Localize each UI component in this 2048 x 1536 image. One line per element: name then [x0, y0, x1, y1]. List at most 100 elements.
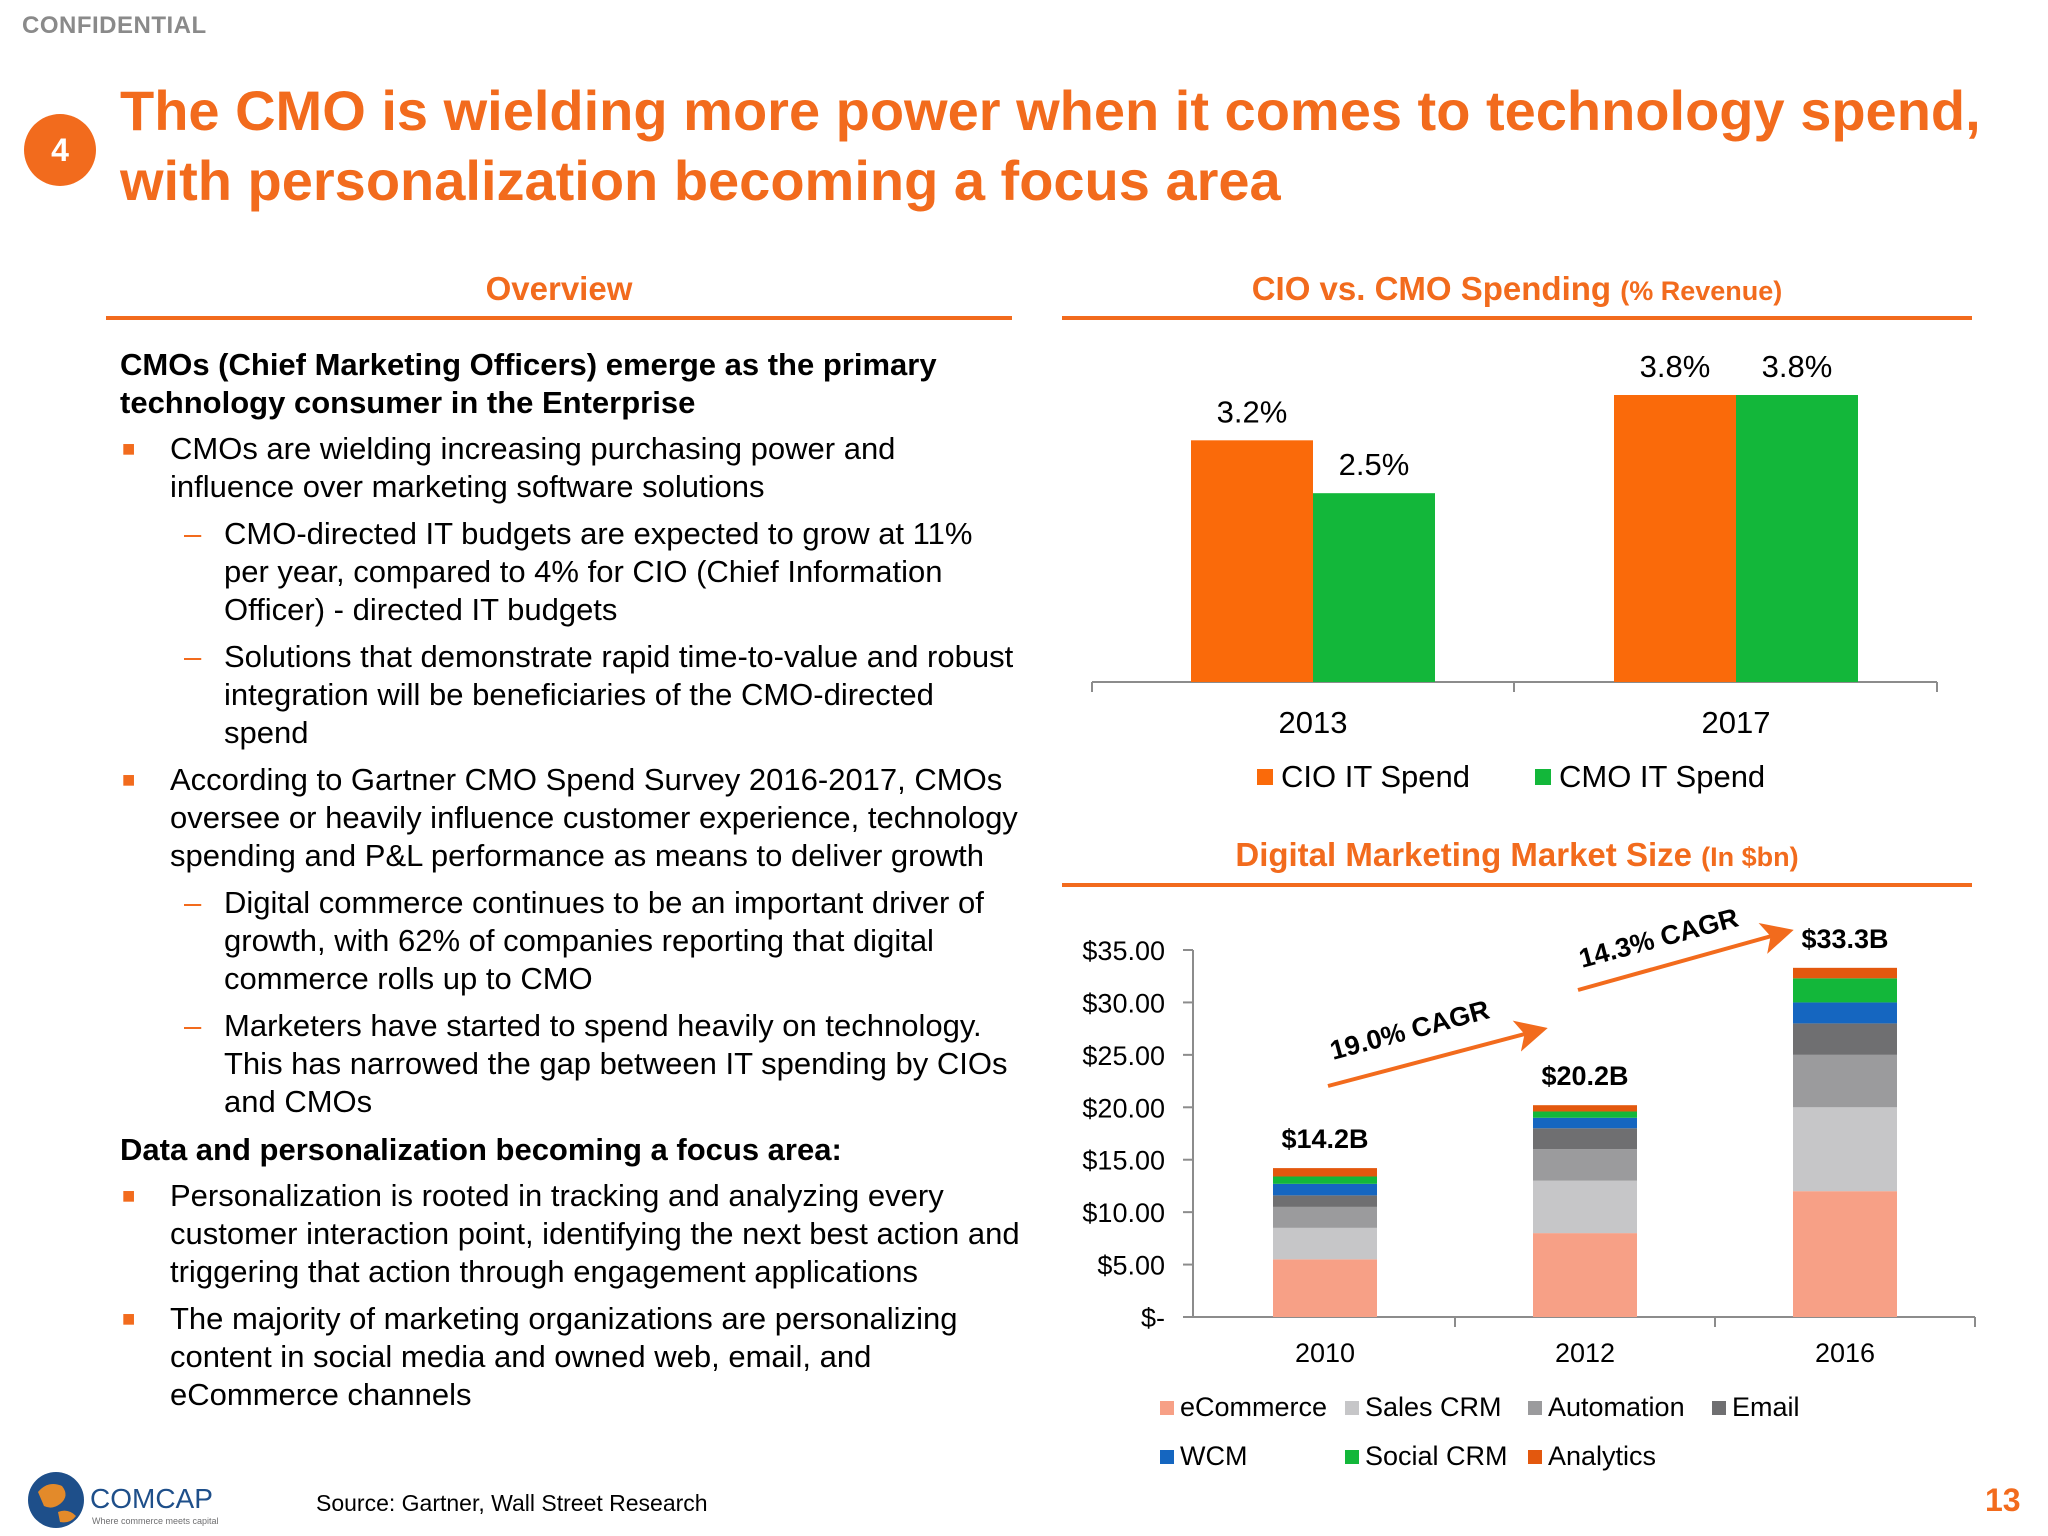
bullet-text: Personalization is rooted in tracking an…: [170, 1178, 1020, 1289]
sub-bullet-item: – CMO-directed IT budgets are expected t…: [120, 515, 1020, 629]
bar-ecommerce-2012: [1533, 1233, 1637, 1317]
legend-label: Social CRM: [1365, 1441, 1508, 1471]
x-tick-label: 2017: [1702, 705, 1771, 740]
legend-swatch: [1528, 1450, 1542, 1464]
legend-label: CMO IT Spend: [1559, 759, 1765, 794]
bar-automation-2016: [1793, 1054, 1897, 1108]
bar-social-crm-2010: [1273, 1176, 1377, 1184]
bar-wcm-2012: [1533, 1117, 1637, 1129]
y-tick-label: $10.00: [1082, 1198, 1165, 1228]
bar-ecommerce-2016: [1793, 1191, 1897, 1317]
data-label: 2.5%: [1339, 447, 1410, 482]
section-title-cmo: CMOs (Chief Marketing Officers) emerge a…: [120, 347, 937, 420]
page-title: The CMO is wielding more power when it c…: [120, 79, 1981, 212]
data-label: 3.8%: [1640, 349, 1711, 384]
square-bullet-icon: ■: [122, 1183, 136, 1208]
bar-automation-2010: [1273, 1206, 1377, 1228]
comcap-logo: COMCAP Where commerce meets capital: [28, 1472, 219, 1528]
slide-number-badge: 4: [24, 114, 96, 186]
square-bullet-icon: ■: [122, 767, 136, 792]
confidential-label: CONFIDENTIAL: [22, 12, 207, 39]
overview-body: CMOs (Chief Marketing Officers) emerge a…: [120, 346, 1020, 1423]
market-size-chart: $- $5.00 $10.00 $15.00 $20.00 $25.00 $30.00 $35…: [1082, 902, 1976, 1471]
legend-label: Analytics: [1548, 1441, 1656, 1471]
dash-bullet-icon: –: [184, 1008, 202, 1043]
legend-label: CIO IT Spend: [1281, 759, 1470, 794]
bar-automation-2012: [1533, 1149, 1637, 1181]
total-label: $20.2B: [1541, 1061, 1628, 1091]
y-tick-label: $30.00: [1082, 988, 1165, 1018]
bar-wcm-2016: [1793, 1002, 1897, 1024]
legend-swatch: [1257, 769, 1273, 785]
y-tick-label: $5.00: [1097, 1251, 1165, 1281]
logo-text: COMCAP: [90, 1483, 213, 1514]
total-label: $33.3B: [1801, 924, 1888, 954]
legend-swatch: [1345, 1450, 1359, 1464]
sub-bullet-text: Digital commerce continues to be an impo…: [224, 885, 984, 996]
bullet-text: CMOs are wielding increasing purchasing …: [170, 431, 896, 504]
x-tick-label: 2012: [1555, 1338, 1615, 1368]
bar-cmo-it-spend-2017: [1736, 395, 1858, 682]
dash-bullet-icon: –: [184, 516, 202, 551]
bar-wcm-2010: [1273, 1183, 1377, 1196]
y-tick-label: $-: [1141, 1303, 1165, 1333]
bar-analytics-2012: [1533, 1105, 1637, 1112]
cio-cmo-spending-chart: 3.2% 2.5% 2013 3.8% 3.8% 2017 CIO IT Spend CMO …: [1091, 349, 1938, 794]
sub-bullet-item: – Marketers have started to spend heavil…: [120, 1007, 1020, 1121]
chart1-unit: (% Revenue): [1620, 276, 1783, 306]
x-tick-label: 2010: [1295, 1338, 1355, 1368]
sub-bullet-item: – Solutions that demonstrate rapid time-…: [120, 638, 1020, 752]
legend-swatch: [1528, 1401, 1542, 1415]
bullet-item: ■ CMOs are wielding increasing purchasin…: [120, 430, 1020, 506]
bar-cmo-it-spend-2013: [1313, 493, 1435, 682]
bar-ecommerce-2010: [1273, 1259, 1377, 1317]
logo-tagline: Where commerce meets capital: [92, 1516, 219, 1526]
bar-social-crm-2016: [1793, 978, 1897, 1003]
bar-social-crm-2012: [1533, 1111, 1637, 1118]
sub-bullet-item: – Digital commerce continues to be an im…: [120, 884, 1020, 998]
square-bullet-icon: ■: [122, 436, 136, 461]
bar-cio-it-spend-2013: [1191, 440, 1313, 682]
bullet-item: ■ The majority of marketing organization…: [120, 1300, 1020, 1414]
overview-heading: Overview: [485, 270, 633, 307]
y-tick-label: $25.00: [1082, 1041, 1165, 1071]
bullet-text: According to Gartner CMO Spend Survey 20…: [170, 762, 1018, 873]
legend-swatch: [1712, 1401, 1726, 1415]
bar-analytics-2010: [1273, 1168, 1377, 1177]
bar-sales-crm-2010: [1273, 1227, 1377, 1260]
square-bullet-icon: ■: [122, 1306, 136, 1331]
cagr-label: 14.3% CAGR: [1576, 902, 1742, 973]
bullet-item: ■ According to Gartner CMO Spend Survey …: [120, 761, 1020, 875]
section-title-personalization: Data and personalization becoming a focu…: [120, 1132, 842, 1167]
legend-label: WCM: [1180, 1441, 1247, 1471]
y-tick-label: $20.00: [1082, 1093, 1165, 1123]
page-number: 13: [1985, 1482, 2021, 1518]
chart1-heading: CIO vs. CMO Spending (% Revenue): [1062, 270, 1972, 308]
chart2-rule: [1062, 883, 1972, 887]
data-label: 3.2%: [1217, 394, 1288, 429]
legend-label: Sales CRM: [1365, 1392, 1502, 1422]
legend-swatch: [1160, 1450, 1174, 1464]
bar-sales-crm-2016: [1793, 1107, 1897, 1192]
chart2-unit: (In $bn): [1701, 842, 1799, 872]
x-tick-label: 2016: [1815, 1338, 1875, 1368]
bar-analytics-2016: [1793, 967, 1897, 979]
x-tick-label: 2013: [1279, 705, 1348, 740]
bar-email-2010: [1273, 1195, 1377, 1207]
sub-bullet-text: CMO-directed IT budgets are expected to …: [224, 516, 973, 627]
legend-swatch: [1535, 769, 1551, 785]
legend-label: eCommerce: [1180, 1392, 1327, 1422]
cagr-arrow-2: [1577, 923, 1794, 992]
legend-swatch: [1345, 1401, 1359, 1415]
dash-bullet-icon: –: [184, 885, 202, 920]
chart2-heading: Digital Marketing Market Size (In $bn): [1062, 836, 1972, 874]
sub-bullet-text: Marketers have started to spend heavily …: [224, 1008, 1008, 1119]
y-tick-label: $35.00: [1082, 936, 1165, 966]
legend-label: Automation: [1548, 1392, 1685, 1422]
bar-email-2012: [1533, 1128, 1637, 1150]
chart1-title: CIO vs. CMO Spending: [1251, 270, 1612, 307]
total-label: $14.2B: [1281, 1124, 1368, 1154]
source-note: Source: Gartner, Wall Street Research: [316, 1490, 708, 1516]
chart2-title: Digital Marketing Market Size: [1235, 836, 1692, 873]
legend-label: Email: [1732, 1392, 1800, 1422]
